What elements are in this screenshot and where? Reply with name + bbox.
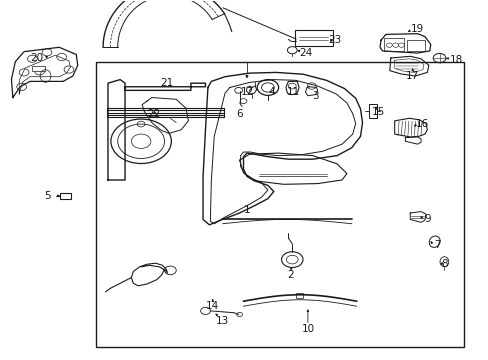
Text: 9: 9 xyxy=(423,215,430,224)
Text: 4: 4 xyxy=(267,87,274,97)
Text: 5: 5 xyxy=(43,191,50,201)
Text: 16: 16 xyxy=(415,120,428,129)
Bar xyxy=(384,38,403,51)
Text: 10: 10 xyxy=(301,324,314,334)
Text: 18: 18 xyxy=(449,55,462,65)
Text: 15: 15 xyxy=(371,107,385,117)
Bar xyxy=(406,40,425,51)
Text: 14: 14 xyxy=(206,301,219,311)
Text: 19: 19 xyxy=(410,24,424,35)
Bar xyxy=(295,293,303,298)
Text: 22: 22 xyxy=(147,109,161,119)
Polygon shape xyxy=(394,118,427,137)
Bar xyxy=(32,66,44,71)
Text: 3: 3 xyxy=(311,91,318,101)
Bar xyxy=(96,62,463,347)
Text: 24: 24 xyxy=(298,48,311,58)
Text: 8: 8 xyxy=(440,259,447,269)
Text: 13: 13 xyxy=(216,316,229,325)
Text: 17: 17 xyxy=(405,71,419,81)
Text: 6: 6 xyxy=(236,109,243,119)
Text: 11: 11 xyxy=(286,87,299,97)
Text: 23: 23 xyxy=(327,35,341,45)
FancyBboxPatch shape xyxy=(294,31,332,46)
Text: 2: 2 xyxy=(287,270,294,280)
Text: 1: 1 xyxy=(243,206,250,216)
Text: 21: 21 xyxy=(160,78,173,88)
Text: 7: 7 xyxy=(433,239,440,249)
Text: 20: 20 xyxy=(31,53,44,63)
Text: 12: 12 xyxy=(240,87,253,97)
Bar xyxy=(368,104,376,118)
FancyBboxPatch shape xyxy=(60,193,71,199)
